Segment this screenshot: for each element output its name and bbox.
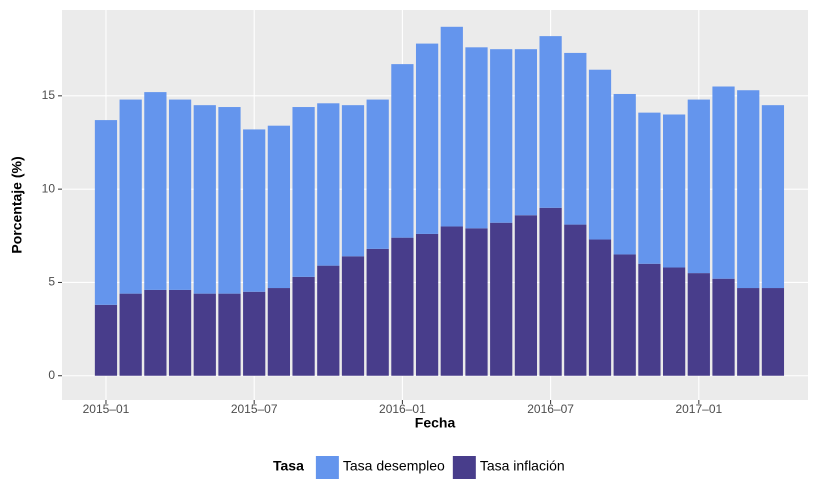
bar [613, 93, 636, 255]
bar [218, 293, 241, 376]
bar [662, 114, 686, 268]
bar [712, 278, 735, 376]
bar [662, 267, 686, 376]
bar [193, 105, 216, 294]
x-tick-label: 2016–01 [379, 402, 426, 416]
bar [588, 69, 612, 240]
bar [761, 105, 785, 289]
bar [539, 207, 562, 376]
bar [243, 291, 266, 376]
bar [267, 288, 290, 376]
bar [168, 289, 192, 376]
legend: Tasa Tasa desempleo Tasa inflación [273, 456, 565, 479]
y-tick-label: 10 [42, 181, 56, 195]
bar [465, 228, 488, 376]
bar [539, 36, 562, 208]
bar [415, 43, 439, 234]
bar [737, 90, 760, 289]
bar [687, 99, 710, 274]
bar [144, 289, 167, 376]
bar [144, 92, 167, 290]
bar [267, 125, 290, 289]
bar [218, 107, 241, 294]
bar [94, 304, 118, 376]
bar [119, 293, 142, 376]
bar [391, 237, 414, 376]
bar [94, 120, 118, 305]
bar [564, 52, 587, 225]
legend-label: Tasa desempleo [343, 458, 445, 474]
bar [638, 112, 661, 264]
x-tick-label: 2017–01 [675, 402, 722, 416]
bar [119, 99, 142, 294]
bar [292, 107, 315, 277]
bar [341, 256, 365, 376]
bar [317, 103, 340, 266]
bar [243, 129, 266, 292]
bar [168, 99, 192, 290]
bar [737, 288, 760, 376]
y-tick-label: 15 [42, 88, 56, 102]
bar [391, 64, 414, 238]
bar [712, 86, 735, 279]
bar [490, 222, 513, 376]
bar [292, 276, 315, 376]
x-axis-title: Fecha [415, 415, 456, 431]
x-tick-label: 2015–07 [231, 402, 278, 416]
bar [638, 263, 661, 376]
x-tick-label: 2015–01 [83, 402, 130, 416]
bar [613, 254, 636, 376]
y-tick-label: 5 [48, 275, 55, 289]
y-tick-label: 0 [48, 368, 55, 382]
bar [761, 288, 785, 376]
bar [366, 248, 389, 376]
bar [366, 99, 389, 249]
bar [490, 49, 513, 223]
bar [588, 239, 612, 376]
bar [465, 47, 488, 229]
bar [317, 265, 340, 376]
bar [440, 226, 463, 376]
legend-swatch [452, 456, 476, 479]
bar [440, 26, 463, 227]
bar [341, 105, 365, 257]
bar [514, 215, 538, 376]
y-axis-title: Porcentaje (%) [9, 156, 25, 253]
bar [564, 224, 587, 376]
bar [514, 49, 538, 216]
bar [687, 273, 710, 376]
legend-label: Tasa inflación [480, 458, 565, 474]
x-tick-label: 2016–07 [527, 402, 574, 416]
legend-swatch [315, 456, 339, 479]
bar [415, 233, 439, 376]
legend-title: Tasa [273, 458, 304, 474]
bar [193, 293, 216, 376]
